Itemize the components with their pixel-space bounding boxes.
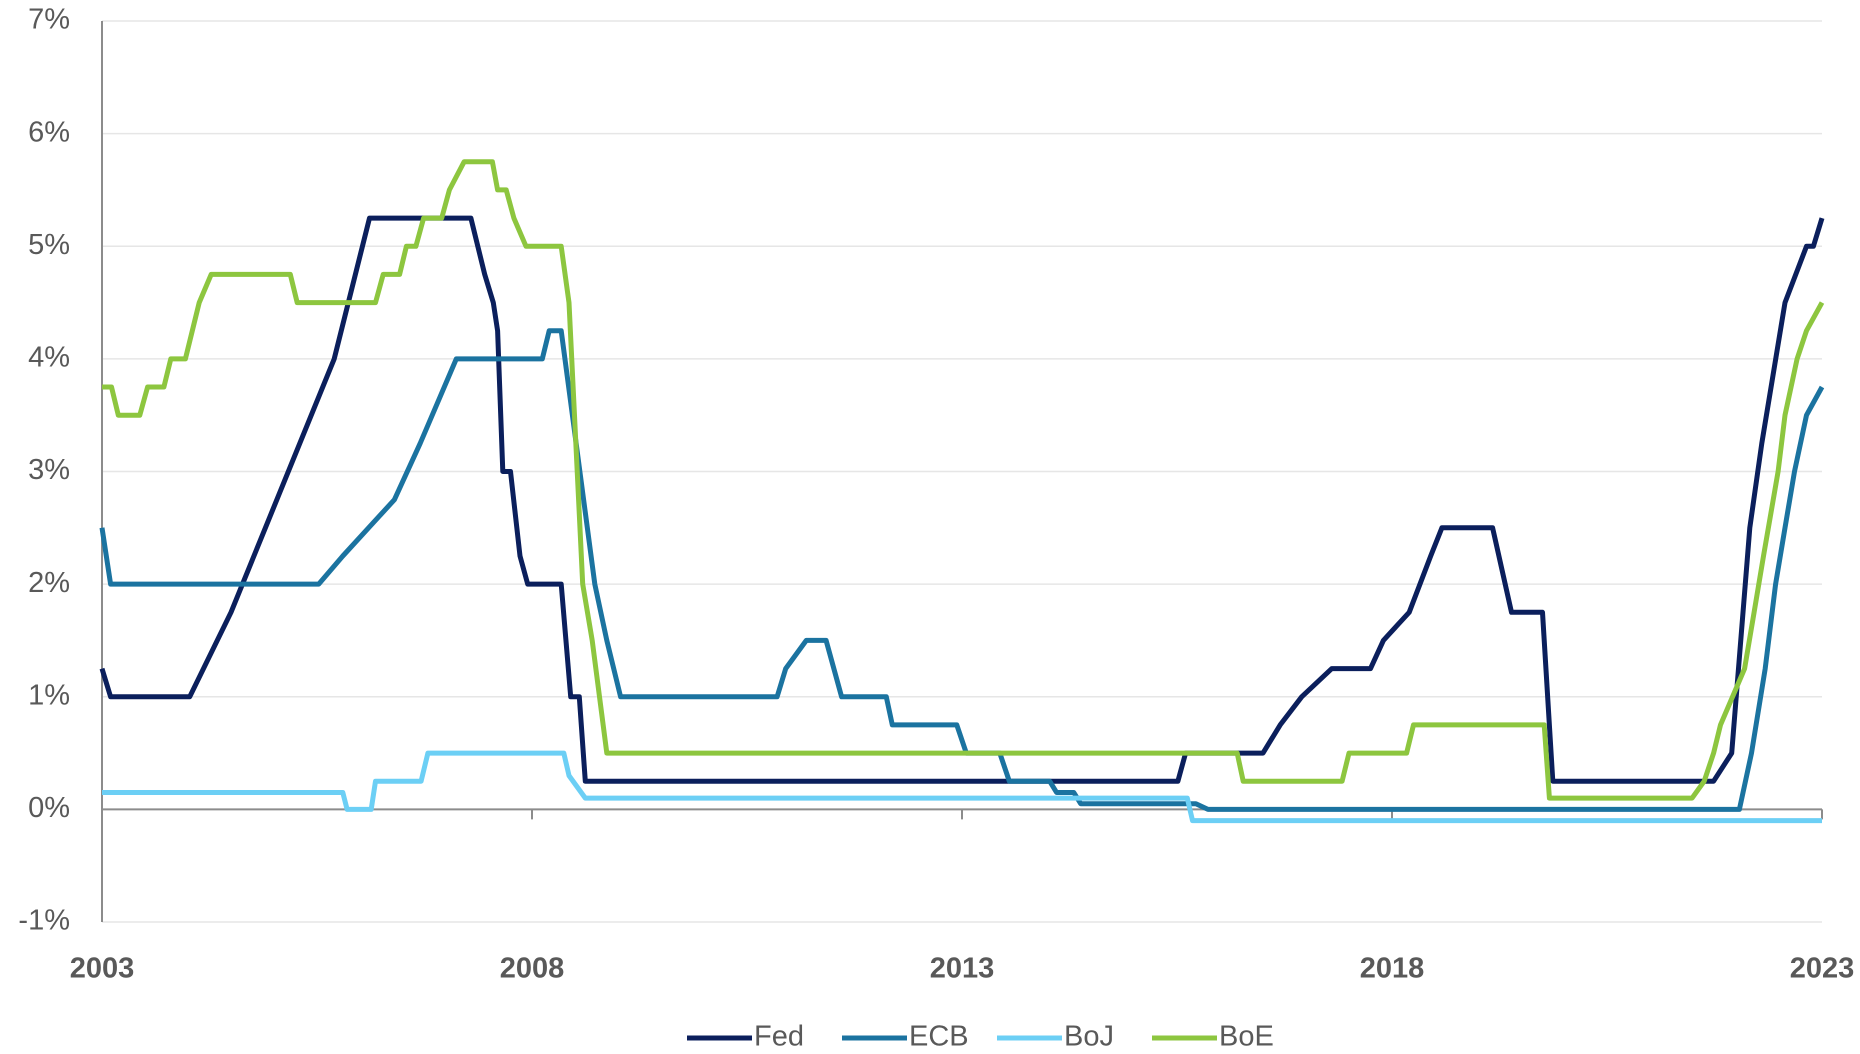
y-tick-label: 7% <box>28 4 70 36</box>
legend-label: BoJ <box>1064 1021 1114 1053</box>
series-line <box>99 328 1825 812</box>
legend-label: Fed <box>754 1021 804 1053</box>
x-tick-label: 2008 <box>500 953 565 985</box>
y-tick-label: 5% <box>28 229 70 261</box>
y-tick-label: 0% <box>28 792 70 824</box>
x-tick-label: 2003 <box>70 953 135 985</box>
series-line <box>102 159 1825 801</box>
y-tick-label: 3% <box>28 454 70 486</box>
x-tick-label: 2023 <box>1790 953 1855 985</box>
x-tick-label: 2013 <box>930 953 995 985</box>
legend-label: ECB <box>909 1021 969 1053</box>
legend-label: BoE <box>1219 1021 1274 1053</box>
series-line <box>102 750 1822 824</box>
y-tick-label: 1% <box>28 679 70 711</box>
x-tick-label: 2018 <box>1360 953 1425 985</box>
y-tick-label: 2% <box>28 567 70 599</box>
y-tick-label: 4% <box>28 342 70 374</box>
y-tick-label: -1% <box>18 905 70 937</box>
y-tick-label: 6% <box>28 116 70 148</box>
